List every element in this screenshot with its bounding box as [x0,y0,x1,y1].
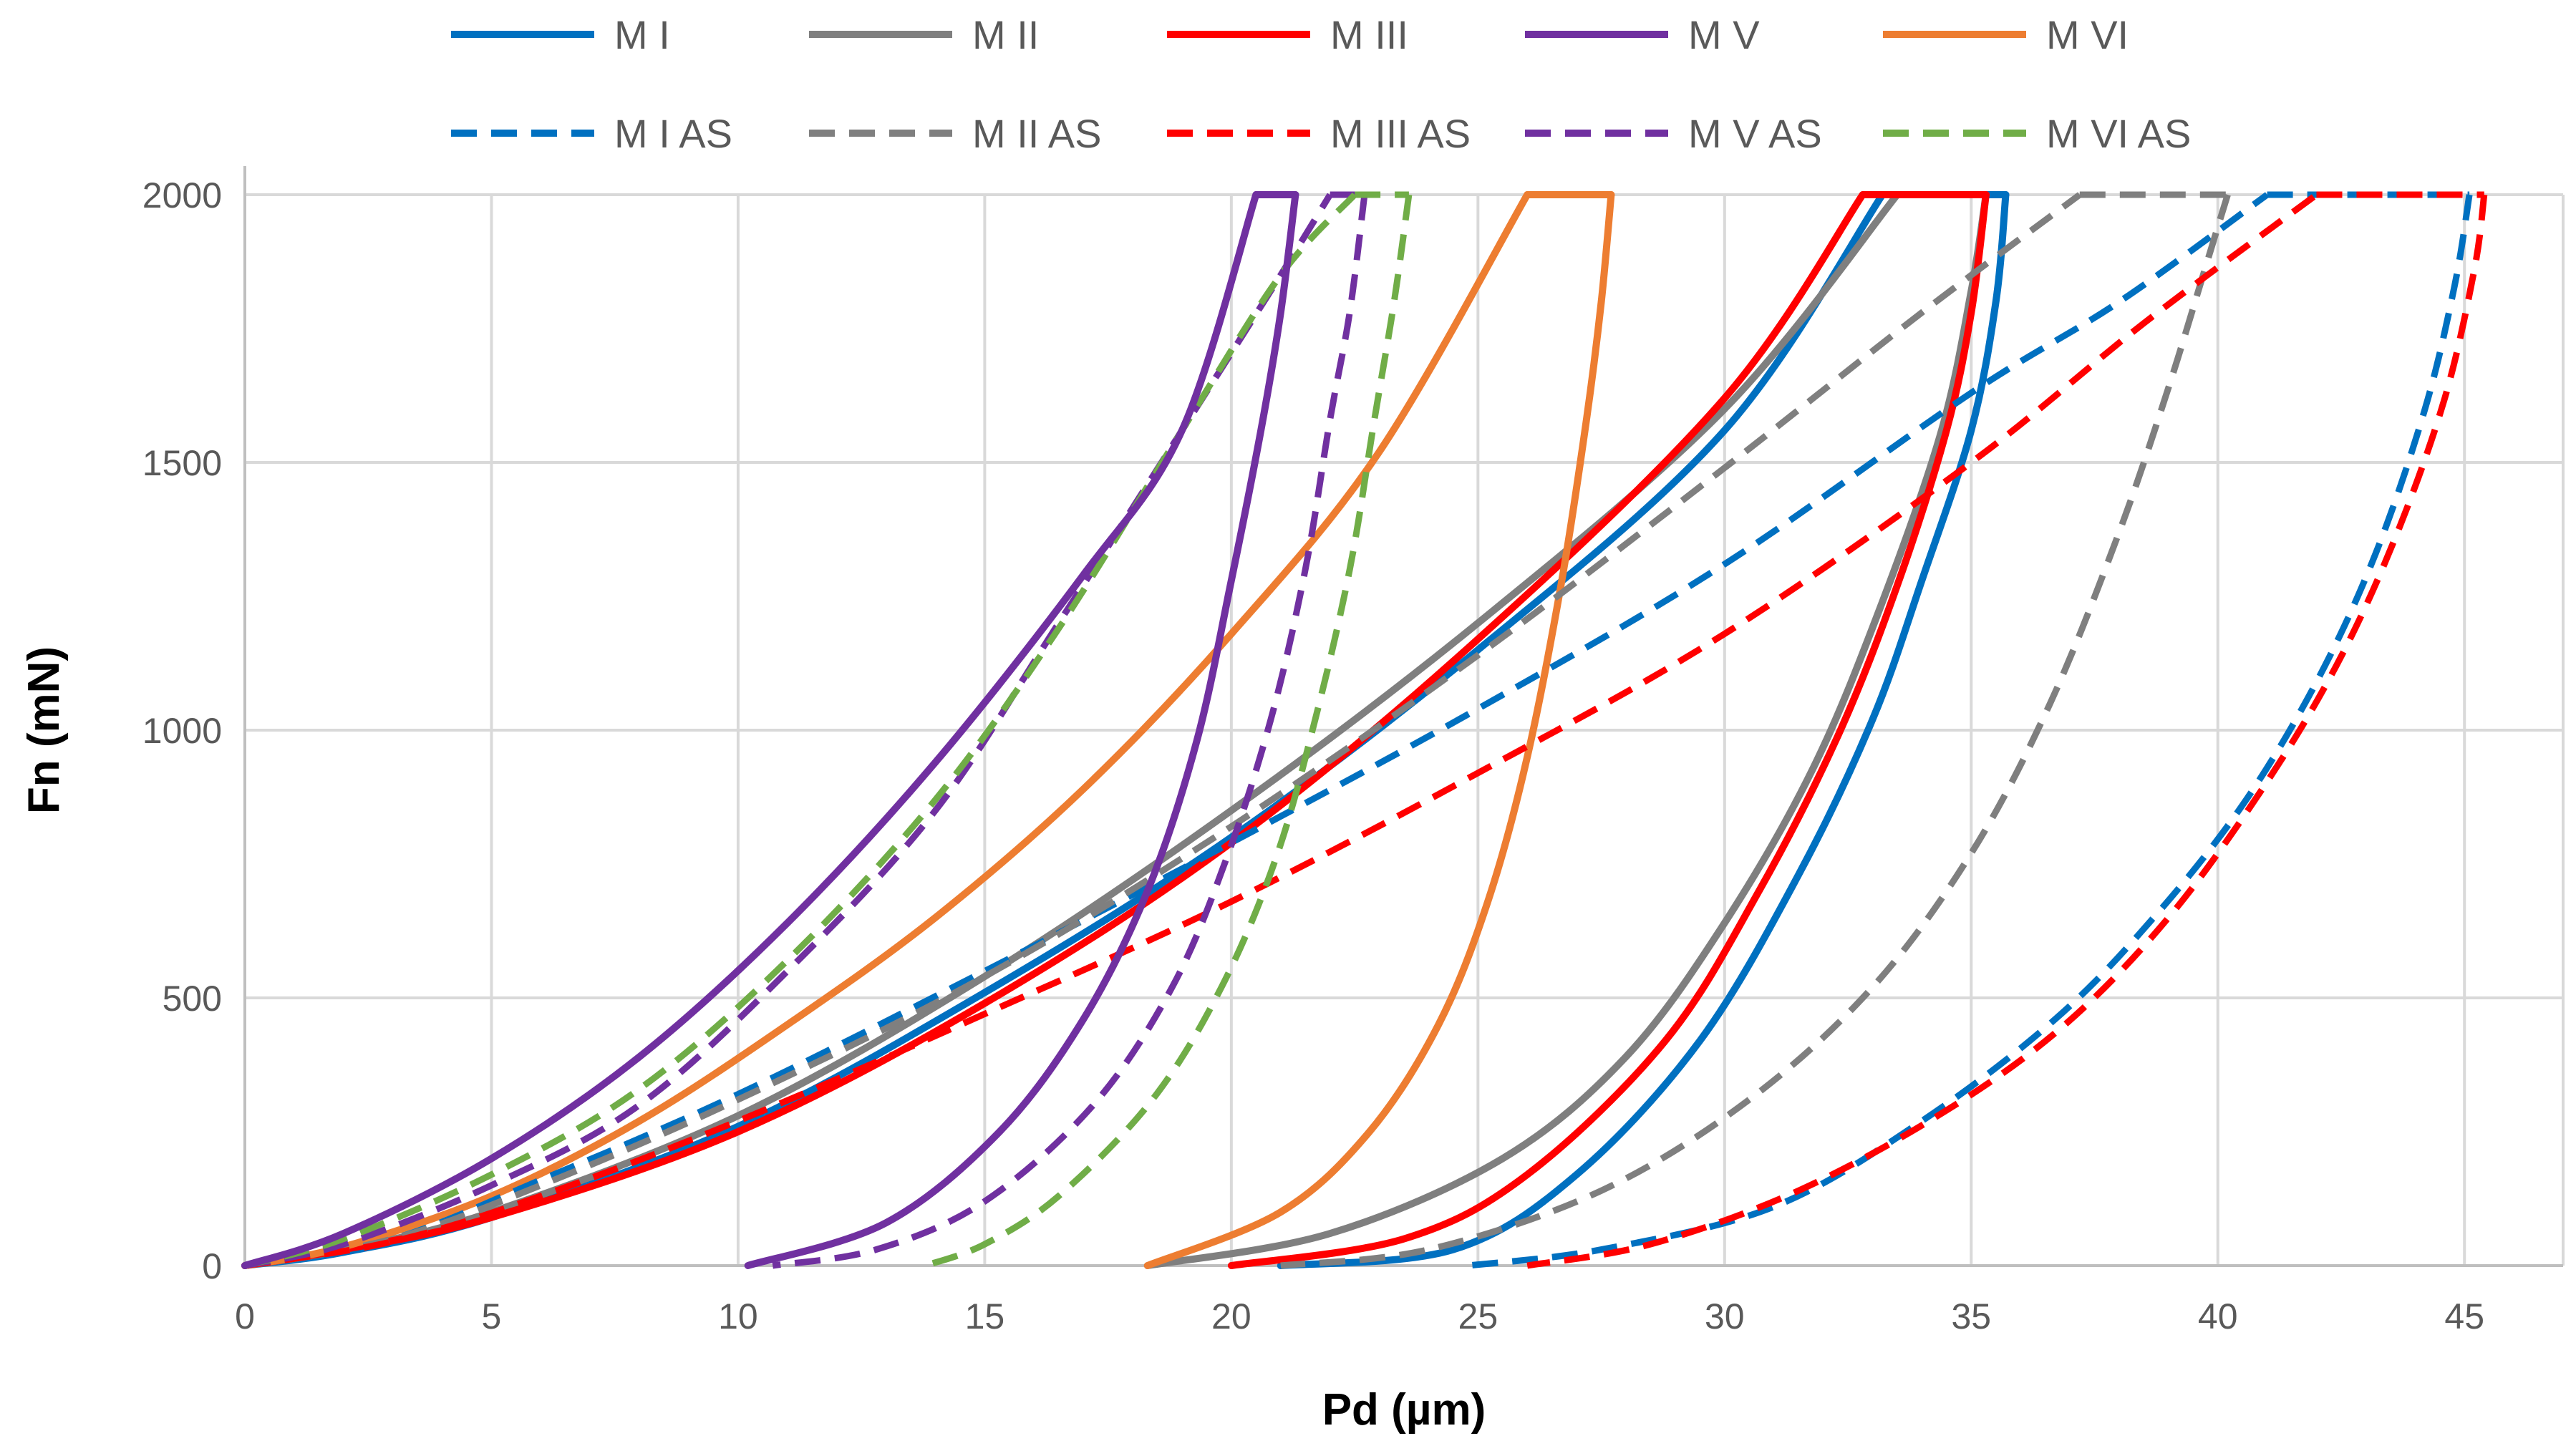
series-m-vi-unloading [1143,191,1615,1269]
y-tick-label: 0 [202,1246,222,1286]
x-tick-label: 30 [1705,1296,1745,1336]
legend-item-m-iii: M III [1167,12,1408,57]
series-m-v [241,191,1299,1269]
series-m-ii-as [244,191,2231,1269]
x-tick-label: 45 [2444,1296,2484,1336]
x-tick-label: 25 [1458,1296,1498,1336]
legend-label: M VI [2046,12,2129,57]
legend-item-m-vi: M VI [1883,12,2129,57]
legend-item-m-v: M V [1525,12,1760,57]
series-m-vi-as-loading [243,192,1357,1269]
series-m-i-as-loading [244,192,2270,1269]
series-m-iii-as-loading [244,192,2319,1269]
series-m-vi-as [243,191,1413,1269]
y-tick-label: 500 [163,979,222,1019]
legend-item-m-i-as: M I AS [451,111,732,156]
series-m-vi [241,191,1615,1269]
legend-label: M V [1688,12,1760,57]
legend-item-m-ii-as: M II AS [809,111,1102,156]
y-axis-title: Fn (mN) [19,646,69,814]
legend-label: M III AS [1330,111,1471,156]
x-tick-labels: 0 5 10 15 20 25 30 35 40 45 [235,1296,2484,1336]
horizontal-gridlines [245,193,2563,999]
series-m-v-as-unloading [772,194,1368,1269]
y-tick-label: 2000 [142,175,222,215]
legend-label: M V AS [1688,111,1822,156]
legend: M I M II M III M V M VI M I AS M II AS M III AS… [451,12,2191,156]
legend-label: M I [614,12,670,57]
legend-item-m-v-as: M V AS [1525,111,1822,156]
legend-label: M II AS [972,111,1102,156]
y-tick-labels: 0 500 1000 1500 2000 [142,175,222,1286]
x-tick-label: 10 [718,1296,758,1336]
x-tick-label: 40 [2198,1296,2238,1336]
legend-label: M I AS [614,111,732,156]
series-m-v-unloading [744,191,1299,1269]
series-m-v-as [244,191,1368,1269]
series-m-ii-as-loading [244,192,2082,1269]
series-m-vi-loading [241,191,1531,1269]
legend-label: M III [1330,12,1408,57]
legend-item-m-vi-as: M VI AS [1883,111,2191,156]
series-m-iii-as-unloading [1526,194,2488,1269]
series-m-iii-as [244,191,2488,1269]
legend-label: M VI AS [2046,111,2191,156]
series-m-vi-as-unloading [924,194,1413,1269]
y-tick-label: 1500 [142,443,222,483]
legend-label: M II [972,12,1039,57]
y-tick-label: 1000 [142,711,222,751]
legend-item-m-ii: M II [809,12,1039,57]
x-axis-title: Pd (µm) [1322,1385,1486,1435]
series-lines [241,191,2488,1269]
x-tick-label: 35 [1951,1296,1991,1336]
axes [243,166,2563,1267]
legend-item-m-iii-as: M III AS [1167,111,1471,156]
x-tick-label: 20 [1211,1296,1251,1336]
x-tick-label: 5 [482,1296,502,1336]
series-m-v-as-loading [244,193,1333,1269]
series-m-i-unloading [1277,191,2010,1269]
x-tick-label: 15 [965,1296,1005,1336]
x-tick-label: 0 [235,1296,255,1336]
series-m-ii-as-unloading [1280,193,2231,1269]
legend-item-m-i: M I [451,12,670,57]
series-m-v-loading [241,191,1260,1269]
series-m-ii-unloading [1143,191,1990,1269]
series-m-i-as-unloading [1468,194,2473,1269]
